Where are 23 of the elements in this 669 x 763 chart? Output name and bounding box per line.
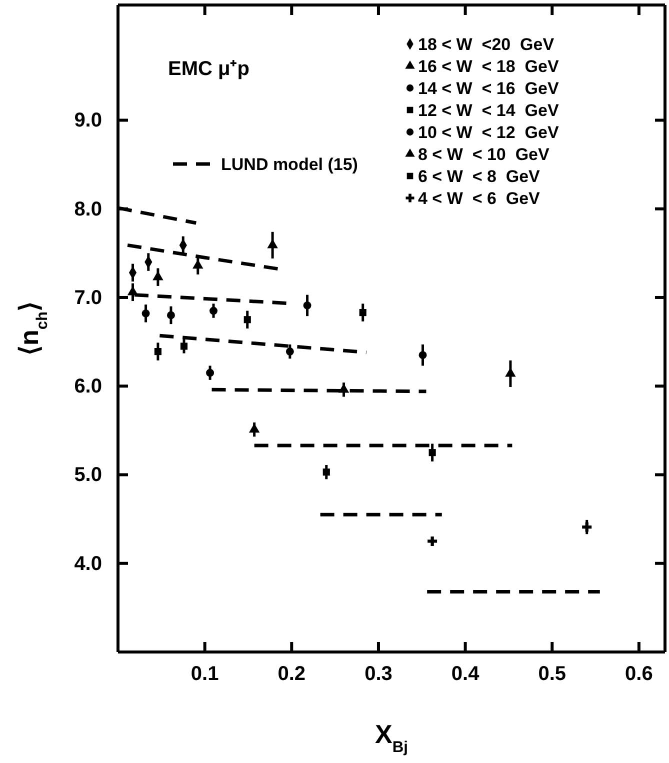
y-tick-label: 8.0 — [74, 198, 102, 220]
annotation: EMC μ⁺p — [168, 58, 250, 80]
legend-label: 12 < W < 14 GeV — [418, 101, 560, 120]
legend-label: 10 < W < 12 GeV — [418, 123, 560, 142]
x-tick-label: 0.5 — [538, 663, 566, 686]
legend-label: 8 < W < 10 GeV — [418, 145, 550, 164]
legend-label: 14 < W < 16 GeV — [418, 79, 560, 98]
x-tick-label: 0.1 — [190, 663, 219, 686]
legend-label: LUND model (15) — [221, 155, 358, 174]
legend-label: 6 < W < 8 GeV — [418, 167, 541, 186]
y-tick-label: 5.0 — [74, 464, 102, 486]
x-tick-label: 0.4 — [451, 663, 480, 686]
x-tick-label: 0.6 — [625, 663, 653, 686]
legend-label: 16 < W < 18 GeV — [418, 57, 560, 76]
y-tick-label: 7.0 — [74, 286, 102, 309]
x-axis-title: X$_{Bj}$ — [375, 719, 408, 756]
y-tick-label: 9.0 — [74, 110, 102, 132]
legend-label: 18 < W <20 GeV — [418, 35, 555, 54]
y-tick-label: 4.0 — [74, 552, 102, 575]
y-tick-label: 6.0 — [74, 376, 102, 398]
x-tick-label: 0.3 — [364, 663, 392, 686]
legend-label: 4 < W < 6 GeV — [418, 189, 541, 208]
x-tick-label: 0.2 — [278, 663, 306, 686]
